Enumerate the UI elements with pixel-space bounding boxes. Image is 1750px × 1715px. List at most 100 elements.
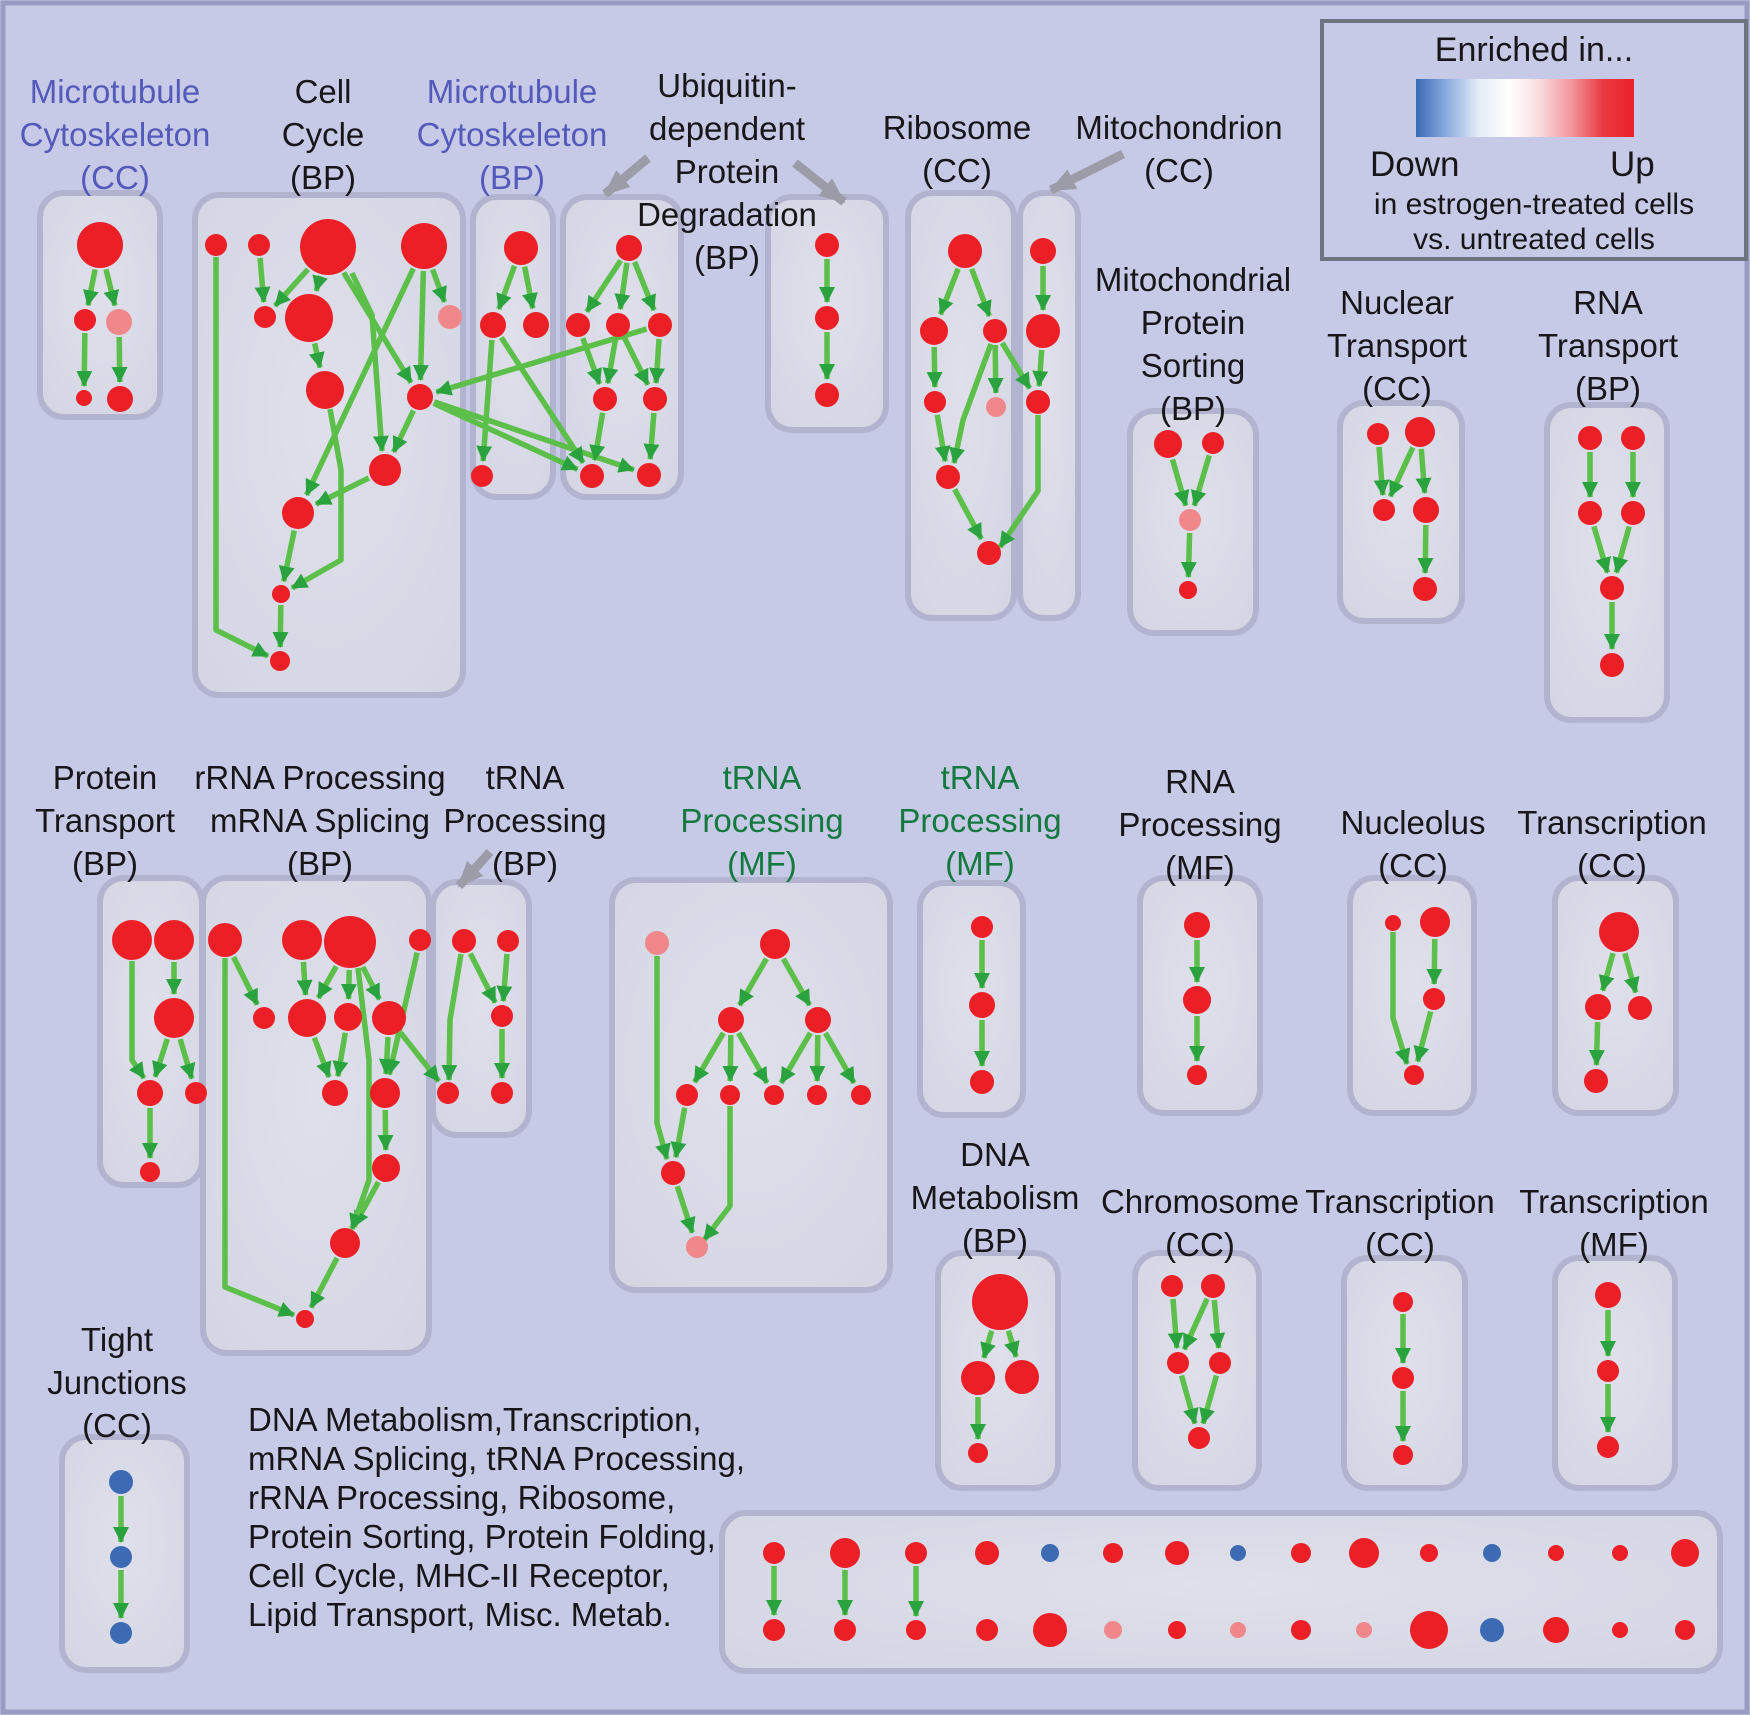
go-term-node-bt9 — [1349, 1538, 1379, 1568]
edge-arrow — [722, 1034, 739, 1083]
go-term-node-p2 — [154, 920, 194, 960]
edge-arrow — [272, 604, 289, 649]
edge-arrow — [926, 346, 943, 389]
legend-subtitle-line2: vs. untreated cells — [1413, 223, 1655, 256]
go-term-node-q5 — [1600, 576, 1624, 600]
go-term-node-tj3 — [110, 1622, 132, 1644]
go-term-node-t1 — [1030, 238, 1056, 264]
go-term-node-f3 — [718, 1007, 744, 1033]
go-term-node-w2 — [1585, 994, 1611, 1020]
go-term-node-n4 — [1413, 497, 1439, 523]
edge-arrow — [692, 1031, 726, 1084]
edge-arrow — [315, 965, 339, 1000]
go-term-node-f8 — [807, 1085, 827, 1105]
edge-arrow — [349, 271, 389, 452]
go-term-node-f11 — [686, 1236, 708, 1258]
go-term-node-u6 — [643, 387, 667, 411]
go-term-node-h3 — [970, 1070, 994, 1094]
go-term-node-u3 — [606, 313, 630, 337]
go-term-node-n2 — [1405, 417, 1435, 447]
go-term-node-h2 — [969, 992, 995, 1018]
edge-arrow — [949, 343, 994, 464]
cluster-label-trna-mf-1: tRNA Processing (MF) — [680, 759, 844, 882]
edge-arrow — [1588, 1021, 1605, 1067]
edge-arrow — [312, 274, 328, 292]
edge-arrow — [670, 1107, 688, 1159]
go-term-node-bt5 — [1103, 1543, 1123, 1563]
cluster-label-protein-transport: Protein Transport (BP) — [35, 759, 175, 882]
go-term-node-bt13 — [1612, 1545, 1628, 1561]
edge-arrow — [674, 1185, 696, 1234]
go-term-node-bt3 — [975, 1541, 999, 1565]
go-term-node-c2 — [248, 234, 270, 256]
go-term-node-x3 — [1167, 1352, 1189, 1374]
legend-title: Enriched in... — [1434, 31, 1634, 69]
go-term-node-w4 — [1584, 1069, 1608, 1093]
go-term-node-k1 — [1385, 915, 1401, 931]
cluster-label-rrna-mrna: rRNA Processing mRNA Splicing (BP) — [194, 759, 446, 882]
edge-arrow — [621, 336, 651, 386]
go-term-node-c8 — [306, 371, 344, 409]
go-term-node-u1 — [616, 235, 642, 261]
go-term-node-s2 — [1202, 432, 1224, 454]
go-term-node-u4 — [648, 313, 672, 337]
cluster-label-ubiquitin: Ubiquitin- dependent Protein Degradation… — [637, 67, 817, 276]
edge-arrow — [643, 412, 660, 461]
go-term-node-q4 — [1621, 501, 1645, 525]
go-term-node-c13 — [270, 651, 290, 671]
go-term-node-g12 — [330, 1228, 360, 1258]
edge-arrow — [496, 264, 518, 310]
edge-arrow — [296, 961, 313, 997]
cluster-label-transcription-cc-bot: Transcription (CC) — [1305, 1183, 1495, 1263]
edge-arrow — [632, 260, 657, 312]
cluster-label-trna-mf-2: tRNA Processing (MF) — [898, 759, 1062, 882]
go-term-node-n5 — [1413, 577, 1437, 601]
go-term-node-bt8 — [1291, 1543, 1311, 1563]
go-term-node-h1 — [971, 916, 993, 938]
edge-arrow — [1415, 448, 1432, 495]
cluster-label-nuclear-transport: Nuclear Transport (CC) — [1327, 284, 1467, 407]
label-pointer-arrow — [602, 154, 651, 198]
go-term-node-n3 — [1373, 499, 1395, 521]
label-pointer-arrow — [455, 848, 494, 890]
edge-arrow — [780, 957, 813, 1007]
edge-arrow — [111, 336, 128, 384]
go-term-node-f5 — [676, 1084, 698, 1106]
cluster-label-mt-cc: Microtubule Cytoskeleton (CC) — [19, 73, 211, 196]
go-term-node-s4 — [1179, 581, 1197, 599]
go-term-node-q3 — [1578, 501, 1602, 525]
edge-arrow — [937, 267, 961, 316]
edge-arrow — [1199, 1374, 1220, 1425]
edge-arrow — [1190, 454, 1212, 507]
go-term-node-w1 — [1599, 912, 1639, 952]
edge-arrow — [1387, 446, 1416, 498]
go-term-node-r4 — [924, 391, 946, 413]
edge-arrow — [290, 408, 344, 591]
label-pointer-arrow — [1048, 149, 1126, 195]
go-term-node-bt4 — [1041, 1544, 1059, 1562]
edge-arrow — [1169, 458, 1190, 507]
go-term-node-tj2 — [110, 1546, 132, 1568]
go-term-node-bb1 — [834, 1619, 856, 1641]
edge-arrow — [83, 268, 99, 307]
go-term-node-tb4 — [437, 1082, 459, 1104]
edge-arrow — [103, 268, 120, 307]
edge-arrow — [378, 1036, 395, 1076]
go-term-node-bt14 — [1671, 1539, 1699, 1567]
go-term-node-v3 — [815, 383, 839, 407]
go-term-node-f2 — [760, 929, 790, 959]
edge-arrow — [391, 409, 416, 454]
go-term-node-k3 — [1423, 988, 1445, 1010]
edge-arrow — [649, 338, 666, 385]
go-term-node-bb0 — [763, 1619, 785, 1641]
legend-gradient-bar — [1416, 79, 1634, 137]
go-term-node-x4 — [1209, 1352, 1231, 1374]
go-term-node-bb14 — [1675, 1620, 1695, 1640]
edge-arrow — [1178, 1374, 1199, 1425]
edge-arrow — [1209, 1299, 1226, 1350]
legend-up-label: Up — [1610, 145, 1655, 184]
go-term-node-d4 — [968, 1443, 988, 1463]
edge-arrow — [377, 1109, 394, 1152]
go-term-node-s1 — [1154, 430, 1182, 458]
go-term-node-g11 — [372, 1154, 400, 1182]
